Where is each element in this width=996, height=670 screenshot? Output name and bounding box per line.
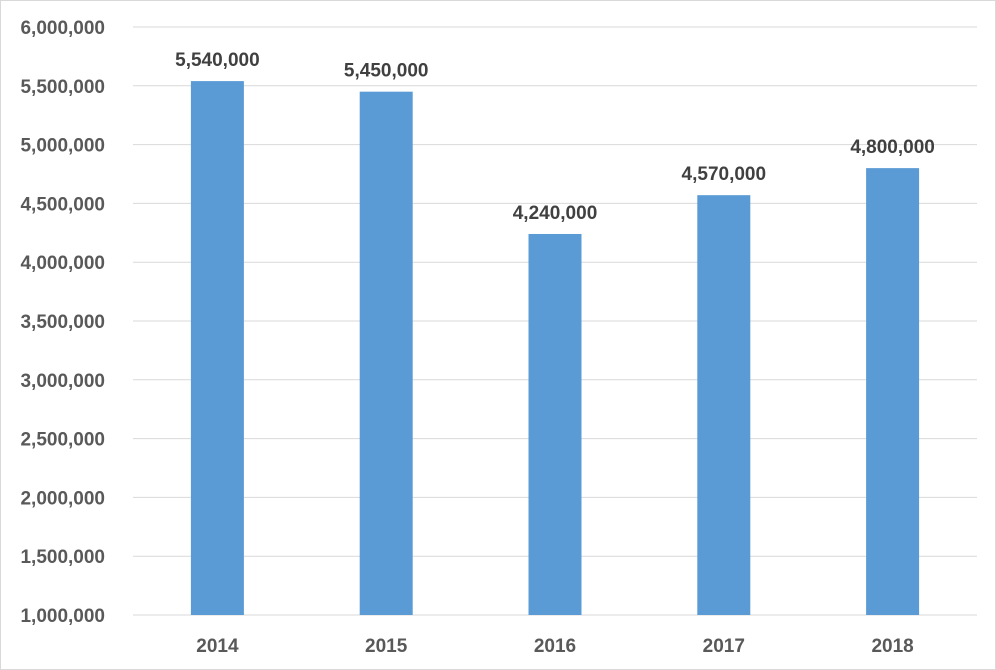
x-tick-label: 2014 xyxy=(196,636,239,657)
y-tick-label: 2,500,000 xyxy=(20,430,105,451)
y-tick-label: 1,500,000 xyxy=(20,547,105,568)
bar xyxy=(359,91,413,616)
y-tick-label: 5,000,000 xyxy=(20,136,105,157)
data-label: 5,540,000 xyxy=(175,50,260,71)
data-label: 5,450,000 xyxy=(344,61,429,82)
bar xyxy=(528,233,582,615)
x-tick-label: 2016 xyxy=(534,636,576,657)
bars xyxy=(190,81,920,616)
data-label: 4,240,000 xyxy=(513,203,598,224)
y-axis-tick-labels: 1,000,000 1,500,000 2,000,000 2,500,000 3,00… xyxy=(20,18,105,627)
y-tick-label: 4,500,000 xyxy=(20,194,105,215)
data-label: 4,800,000 xyxy=(850,137,935,158)
y-tick-label: 3,500,000 xyxy=(20,312,105,333)
x-axis-tick-labels: 2014 2015 2016 2017 2018 xyxy=(196,636,913,657)
y-tick-label: 2,000,000 xyxy=(20,488,105,509)
y-tick-label: 4,000,000 xyxy=(20,253,105,274)
y-tick-label: 3,000,000 xyxy=(20,371,105,392)
data-labels: 5,540,000 5,450,000 4,240,000 4,570,000 4,80… xyxy=(175,50,935,224)
x-tick-label: 2018 xyxy=(871,636,913,657)
x-tick-label: 2017 xyxy=(703,636,745,657)
y-tick-label: 5,500,000 xyxy=(20,77,105,98)
y-tick-label: 6,000,000 xyxy=(20,18,105,39)
bar xyxy=(190,81,244,615)
y-tick-label: 1,000,000 xyxy=(20,606,105,627)
data-label: 4,570,000 xyxy=(682,164,767,185)
bar xyxy=(866,168,920,615)
x-tick-label: 2015 xyxy=(365,636,408,657)
bar xyxy=(697,195,751,615)
